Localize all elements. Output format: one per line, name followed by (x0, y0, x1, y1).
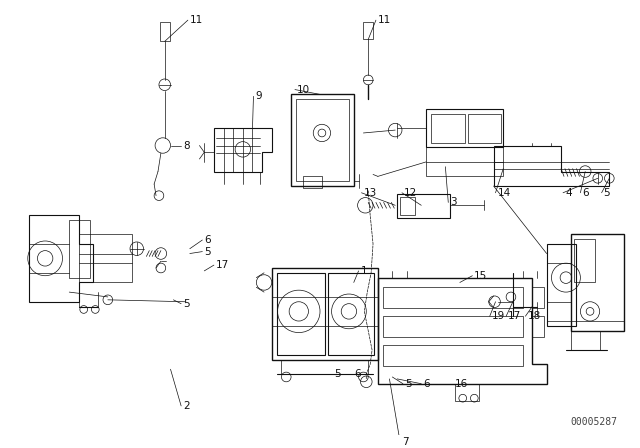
Bar (426, 109, 503, 147)
Text: 7: 7 (402, 437, 408, 447)
Bar (532, 316, 544, 337)
Bar (547, 244, 575, 326)
Text: 6: 6 (423, 379, 430, 389)
Text: 4: 4 (565, 188, 572, 198)
Bar (426, 147, 503, 177)
Text: 2: 2 (183, 401, 189, 411)
Bar (276, 273, 325, 355)
Text: 13: 13 (364, 188, 377, 198)
Bar (532, 287, 544, 309)
Text: 11: 11 (190, 15, 203, 25)
Text: 16: 16 (455, 379, 468, 389)
Bar (79, 234, 132, 282)
Text: 6: 6 (582, 188, 589, 198)
Bar (383, 287, 522, 309)
Text: 5: 5 (204, 246, 211, 257)
Bar (303, 177, 322, 188)
Text: 14: 14 (497, 188, 511, 198)
Text: 5: 5 (183, 299, 189, 309)
Text: 17: 17 (508, 311, 522, 321)
Bar (383, 316, 522, 337)
Bar (573, 239, 595, 282)
Bar (69, 220, 90, 278)
Text: 9: 9 (255, 91, 262, 101)
Bar (400, 197, 415, 215)
Bar (272, 268, 378, 360)
Bar (160, 22, 170, 41)
Bar (328, 273, 374, 355)
Text: 11: 11 (378, 15, 391, 25)
Text: 17: 17 (216, 260, 229, 270)
Text: 19: 19 (492, 311, 505, 321)
Text: 1: 1 (360, 266, 367, 276)
Bar (571, 234, 624, 331)
Text: 3: 3 (450, 198, 457, 207)
Bar (468, 114, 501, 142)
Text: 12: 12 (404, 188, 417, 198)
Bar (455, 384, 479, 401)
Bar (296, 99, 349, 181)
Bar (364, 22, 373, 39)
Text: 5: 5 (335, 369, 341, 379)
Text: 5: 5 (405, 379, 412, 389)
Bar (291, 95, 354, 186)
Text: 00005287: 00005287 (571, 417, 618, 427)
Text: 6: 6 (354, 369, 360, 379)
Bar (397, 194, 450, 218)
Text: 15: 15 (474, 271, 488, 281)
Text: 18: 18 (527, 311, 541, 321)
Bar (383, 345, 522, 366)
Text: 6: 6 (204, 235, 211, 245)
Text: 5: 5 (604, 188, 610, 198)
Text: 10: 10 (297, 85, 310, 95)
Bar (431, 114, 465, 142)
Text: 8: 8 (183, 141, 189, 151)
